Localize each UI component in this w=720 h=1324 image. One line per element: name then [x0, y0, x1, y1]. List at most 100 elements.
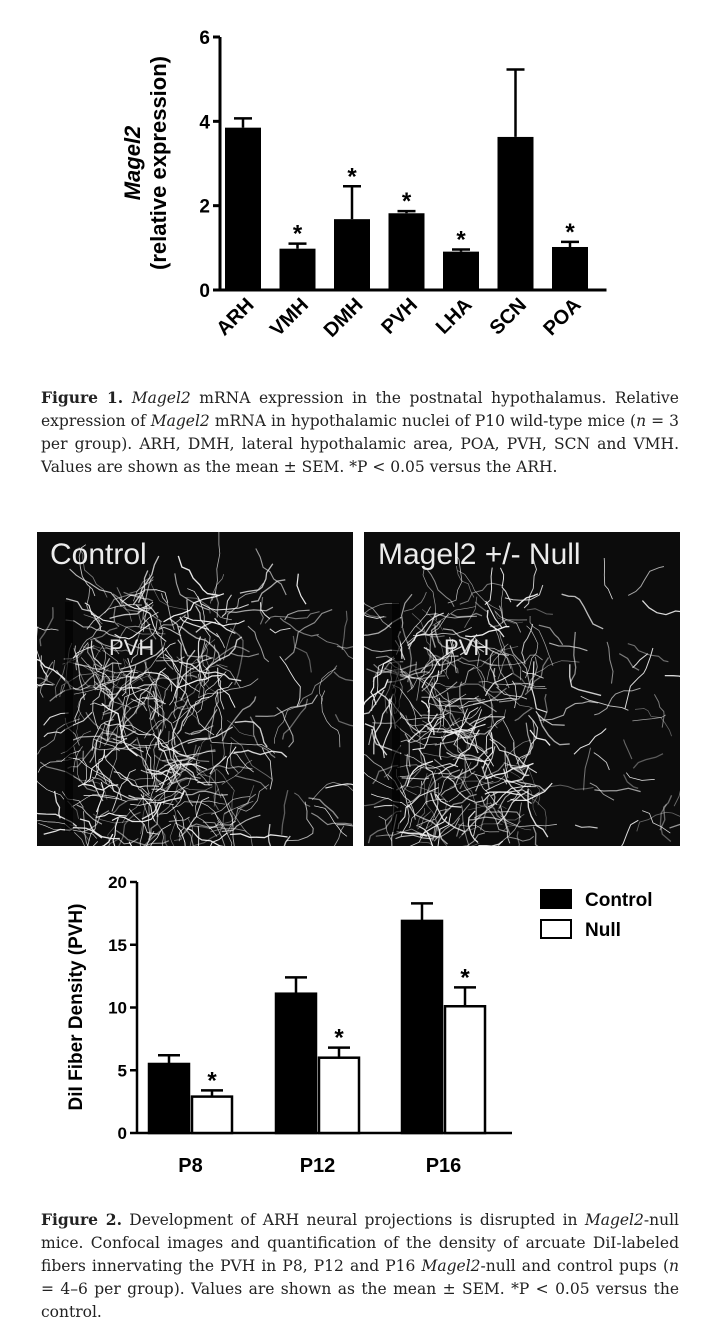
bar — [443, 1004, 487, 1135]
fiber — [195, 794, 218, 837]
fiber — [255, 694, 318, 717]
fiber — [221, 594, 232, 618]
fiber — [39, 659, 55, 698]
fiber — [497, 802, 522, 846]
fiber — [210, 828, 253, 846]
fiber — [259, 602, 271, 620]
fiber — [185, 597, 211, 614]
fiber — [198, 643, 209, 698]
fiber — [624, 647, 654, 709]
fiber — [111, 801, 162, 823]
fiber — [133, 579, 154, 602]
fiber — [432, 606, 476, 626]
fiber — [426, 613, 477, 619]
fiber — [249, 716, 276, 759]
fiber — [387, 774, 416, 820]
fiber — [187, 817, 194, 846]
fiber — [107, 821, 117, 846]
fiber — [179, 661, 242, 682]
fiber — [498, 791, 513, 810]
fiber — [211, 532, 221, 601]
fiber — [120, 647, 164, 670]
fiber — [216, 664, 241, 688]
fiber — [158, 737, 208, 752]
fiber — [503, 762, 525, 767]
figure2-caption: Figure 2. Development of ARH neural proj… — [41, 1208, 679, 1324]
fiber — [89, 731, 104, 763]
fiber — [457, 570, 501, 611]
fiber-image — [364, 553, 680, 846]
fiber — [589, 782, 615, 801]
fiber — [475, 774, 498, 806]
fiber — [438, 729, 480, 775]
fiber — [165, 743, 201, 779]
fiber — [516, 831, 521, 846]
fiber — [210, 832, 228, 846]
ventricle — [392, 602, 400, 832]
fiber — [580, 695, 629, 711]
fiber — [364, 612, 387, 618]
caption-n: n — [669, 1257, 679, 1275]
fiber — [80, 657, 96, 691]
fiber — [458, 823, 503, 839]
fiber — [503, 768, 532, 805]
fiber — [421, 644, 455, 692]
fiber — [632, 753, 664, 769]
fiber — [537, 714, 570, 746]
fiber — [113, 771, 160, 788]
fiber — [539, 700, 599, 721]
fiber — [259, 597, 264, 625]
fiber — [77, 749, 106, 788]
fiber — [401, 777, 430, 780]
fiber — [124, 776, 159, 818]
fiber — [154, 777, 192, 801]
fiber — [148, 773, 156, 841]
fiber — [422, 568, 437, 621]
fiber — [364, 689, 385, 715]
fiber — [569, 664, 602, 697]
region-label: PVH — [109, 635, 155, 660]
fiber — [183, 616, 245, 627]
fiber — [170, 766, 194, 807]
fiber — [433, 758, 472, 796]
fiber — [82, 750, 107, 784]
fiber — [37, 626, 59, 631]
fiber — [226, 606, 274, 614]
fiber — [336, 824, 353, 827]
fiber — [439, 742, 442, 760]
fiber — [264, 611, 320, 624]
bar — [497, 136, 534, 290]
fiber — [409, 657, 462, 674]
fiber — [39, 607, 54, 647]
fiber — [173, 698, 208, 710]
fiber — [135, 604, 167, 642]
fiber — [168, 816, 190, 822]
fiber — [425, 770, 476, 805]
fiber — [102, 730, 137, 738]
y-tick-label: 0 — [199, 281, 210, 302]
fiber — [225, 746, 237, 775]
fiber — [108, 726, 119, 785]
fiber — [446, 692, 455, 727]
fiber — [43, 712, 69, 726]
fiber — [105, 738, 137, 759]
bar — [334, 219, 370, 290]
y-tick-label: 6 — [199, 28, 210, 49]
significance-star: * — [456, 227, 466, 254]
fiber — [90, 627, 118, 641]
fiber — [406, 722, 433, 730]
fiber — [364, 679, 389, 706]
fiber — [104, 646, 133, 654]
fiber — [308, 797, 339, 819]
fiber — [160, 671, 173, 692]
fiber — [439, 697, 473, 737]
fiber — [179, 697, 200, 726]
fiber — [626, 772, 655, 781]
fiber — [171, 749, 213, 786]
fiber — [235, 775, 268, 790]
caption-text: = 4–6 per group). Values are shown as th… — [41, 1280, 679, 1321]
y-tick-label: 10 — [108, 999, 127, 1018]
fiber — [217, 667, 236, 708]
fiber — [130, 698, 148, 712]
fiber — [448, 781, 494, 803]
